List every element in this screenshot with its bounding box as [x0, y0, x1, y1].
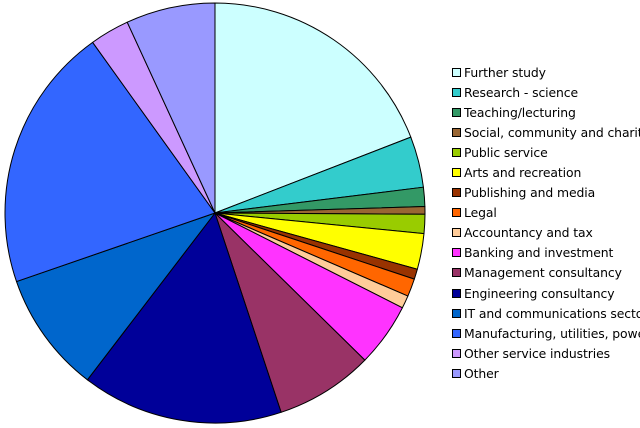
pie-slice-other [126, 2, 216, 214]
legend-swatch [452, 67, 461, 77]
legend-item: Banking and investment [452, 243, 640, 263]
legend-swatch [452, 308, 461, 318]
legend-item: Further study [452, 62, 640, 82]
legend-label: Arts and recreation [464, 165, 582, 181]
legend-swatch [452, 328, 461, 338]
legend-item: Manufacturing, utilities, power [452, 323, 640, 343]
legend-swatch [452, 147, 461, 157]
legend-label: Legal [464, 205, 497, 221]
legend-item: Accountancy and tax [452, 223, 640, 243]
legend-label: Other [464, 365, 499, 381]
legend-swatch [452, 268, 461, 278]
legend-label: Management consultancy [464, 265, 622, 281]
legend-item: Engineering consultancy [452, 283, 640, 303]
legend-label: Public service [464, 144, 548, 160]
legend-item: Other [452, 363, 640, 383]
legend-label: Publishing and media [464, 185, 596, 201]
legend-item: Other service industries [452, 343, 640, 363]
legend-swatch [452, 87, 461, 97]
legend-label: Further study [464, 64, 546, 80]
legend-swatch [452, 248, 461, 258]
legend-item: Social, community and charity [452, 122, 640, 142]
legend-item: Teaching/lecturing [452, 102, 640, 122]
legend-swatch [452, 168, 461, 178]
legend-item: Arts and recreation [452, 162, 640, 182]
legend-label: Banking and investment [464, 245, 614, 261]
legend-swatch [452, 107, 461, 117]
pie-slice-it-and-communications-sector [16, 212, 216, 381]
legend-swatch [452, 188, 461, 198]
legend-label: Manufacturing, utilities, power [464, 325, 640, 341]
legend-swatch [452, 348, 461, 358]
legend-label: Engineering consultancy [464, 285, 615, 301]
legend-label: Accountancy and tax [464, 225, 593, 241]
legend-swatch [452, 208, 461, 218]
legend-item: IT and communications sector [452, 303, 640, 323]
legend-item: Publishing and media [452, 183, 640, 203]
legend-swatch [452, 368, 461, 378]
pie-slice-management-consultancy [214, 212, 366, 413]
chart-legend: Further study Research - science Teaching/… [452, 62, 640, 384]
legend-item: Management consultancy [452, 263, 640, 283]
legend-label: Research - science [464, 84, 579, 100]
pie-slice-further-study [214, 2, 412, 214]
legend-label: IT and communications sector [464, 305, 640, 321]
legend-item: Legal [452, 203, 640, 223]
legend-label: Teaching/lecturing [464, 104, 576, 120]
legend-label: Social, community and charity [464, 124, 640, 140]
legend-item: Public service [452, 142, 640, 162]
legend-item: Research - science [452, 82, 640, 102]
legend-swatch [452, 127, 461, 137]
legend-swatch [452, 228, 461, 238]
legend-swatch [452, 288, 461, 298]
legend-label: Other service industries [464, 345, 610, 361]
pie-slice-engineering-consultancy [86, 212, 282, 424]
pie-slice-manufacturing-utilities-power [4, 41, 216, 283]
